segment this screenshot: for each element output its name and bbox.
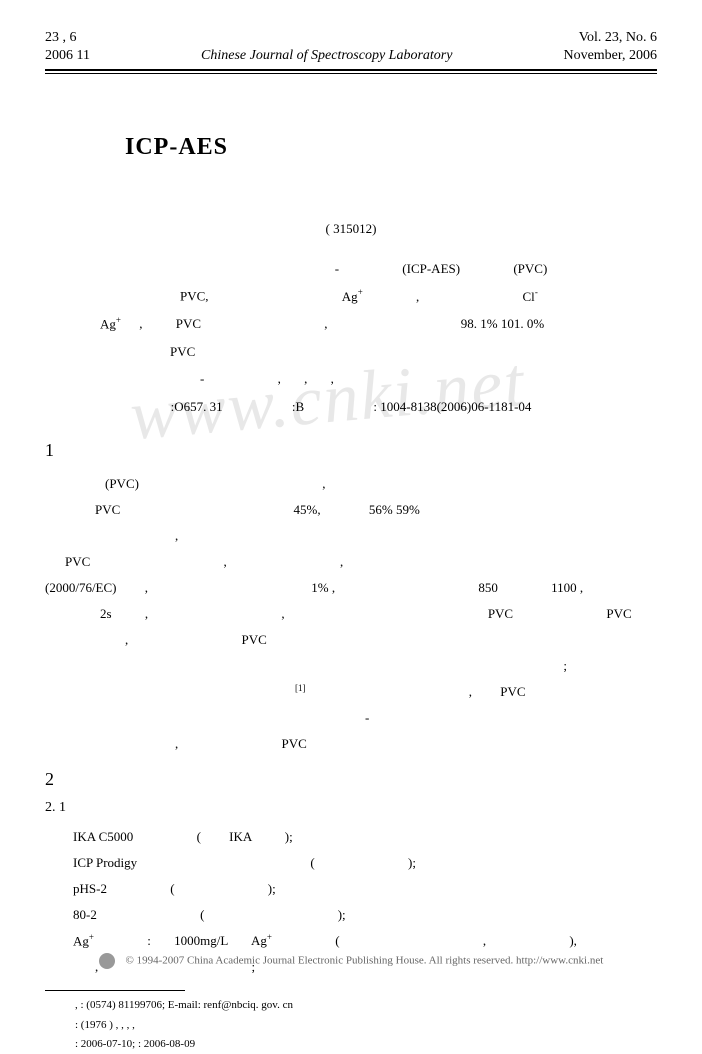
s2-i4-b: (: [200, 907, 204, 922]
s2-i3-b: (: [170, 881, 174, 896]
section-1: 1: [45, 440, 657, 461]
abs-l1-c: (PVC): [513, 261, 547, 276]
section-2: 2: [45, 769, 657, 790]
footnote-1: , : (0574) 81199706; E-mail: renf@nbciq.…: [45, 997, 657, 1015]
s2-i1-a: IKA C5000: [73, 829, 133, 844]
abs-l3-a: Ag: [100, 316, 116, 331]
s2-i5-a: Ag: [73, 933, 89, 948]
article-title: ICP-AES: [125, 134, 657, 161]
fn1-text: , : (0574) 81199706; E-mail: renf@nbciq.…: [75, 999, 293, 1011]
date-right: November, 2006: [563, 48, 657, 64]
s1-p3: ,: [175, 528, 178, 543]
s1-p6-d: PVC: [488, 606, 513, 621]
s2-items: IKA C5000 ( IKA ); ICP Prodigy ( ); pHS-…: [45, 824, 657, 980]
s1-para: (PVC) , PVC 45%, 56% 59% , PVC , , (2000…: [45, 471, 657, 757]
class-code1: :O657. 31: [171, 399, 223, 414]
s1-p5-c: 1% ,: [311, 580, 335, 595]
abs-l2-a: PVC,: [180, 289, 209, 304]
s1-p2-b: 45%,: [294, 502, 321, 517]
s1-p6-a: 2s: [100, 606, 112, 621]
abs-l3-e: 98. 1% 101. 0%: [461, 316, 544, 331]
s1-p6-e: PVC: [606, 606, 631, 621]
s1-p9-a: [1]: [295, 683, 306, 693]
s1-p6-b: ,: [145, 606, 148, 621]
journal-name: Chinese Journal of Spectroscopy Laborato…: [201, 48, 452, 64]
abs-l3-d: ,: [324, 316, 327, 331]
s2-i5-e: (: [335, 933, 339, 948]
author-affiliation: ( 315012): [45, 221, 657, 237]
s1-p1-a: (PVC): [105, 476, 139, 491]
footnote-2: : (1976 ) , , , ,: [45, 1017, 657, 1035]
s1-p7-b: PVC: [242, 632, 267, 647]
subsection-2-1: 2. 1: [45, 800, 657, 816]
s1-p4-a: PVC: [65, 554, 90, 569]
abs-ag-plus: +: [358, 287, 363, 297]
s2-i2-a: ICP Prodigy: [73, 855, 137, 870]
class-code2: :B: [292, 399, 304, 414]
abs-l5-c: ,: [304, 371, 307, 386]
s1-p5-e: 1100 ,: [551, 580, 583, 595]
abs-l5-b: ,: [278, 371, 281, 386]
s2-i3-a: pHS-2: [73, 881, 107, 896]
footnote-rule: [45, 990, 185, 991]
s1-p5-d: 850: [478, 580, 498, 595]
s1-p10: -: [365, 710, 369, 725]
fn2-text: : (1976 ) , , , ,: [75, 1019, 135, 1031]
s1-p5-a: (2000/76/EC): [45, 580, 117, 595]
header-rule: [45, 69, 657, 74]
s2-i5-g: ),: [569, 933, 577, 948]
s2-i3-c: );: [268, 881, 276, 896]
s2-i6-a: ,: [95, 959, 98, 974]
s1-p11-b: PVC: [282, 736, 307, 751]
s1-p6-c: ,: [281, 606, 284, 621]
s2-i6-b: ;: [252, 959, 256, 974]
classification-line: :O657. 31 :B : 1004-8138(2006)06-1181-04: [45, 399, 657, 415]
abs-l1-a: -: [335, 261, 339, 276]
s2-i5-d: Ag: [251, 933, 267, 948]
s2-i5-f: ,: [483, 933, 486, 948]
s2-i4-a: 80-2: [73, 907, 97, 922]
vol-right: Vol. 23, No. 6: [579, 30, 657, 46]
abs-l3-c: PVC: [176, 316, 201, 331]
abs-cl-minus: -: [535, 287, 538, 297]
abs-l2-d: Cl: [523, 289, 535, 304]
abs-l1-b: (ICP-AES): [402, 261, 460, 276]
s2-i1-d: );: [285, 829, 293, 844]
abs-l2-b: Ag: [342, 289, 358, 304]
s2-i1-c: IKA: [229, 829, 251, 844]
s2-ag-plus2: +: [267, 932, 272, 942]
footnote-3: : 2006-07-10; : 2006-08-09: [45, 1036, 657, 1054]
s1-p11-a: ,: [175, 736, 178, 751]
vol-left: 23 , 6: [45, 30, 77, 46]
class-code3: : 1004-8138(2006)06-1181-04: [373, 399, 531, 414]
s1-p2-a: PVC: [95, 502, 120, 517]
abs-l5-d: ,: [331, 371, 334, 386]
abs-l3-b: ,: [139, 316, 142, 331]
s2-i4-c: );: [338, 907, 346, 922]
s1-p5-b: ,: [145, 580, 148, 595]
s2-i2-c: );: [408, 855, 416, 870]
s1-p9-b: ,: [469, 684, 472, 699]
abs-l4: PVC: [170, 344, 195, 359]
abstract-block: - (ICP-AES) (PVC) PVC, Ag+ , Cl- Ag+ , P…: [45, 257, 657, 391]
s1-p1-b: ,: [322, 476, 325, 491]
s2-i5-c: 1000mg/L: [174, 933, 228, 948]
s2-i5-b: :: [147, 933, 151, 948]
header-row-2: 2006 11 Chinese Journal of Spectroscopy …: [45, 48, 657, 64]
fn3-text: : 2006-07-10; : 2006-08-09: [75, 1038, 195, 1050]
abs-ag-plus2: +: [116, 315, 121, 325]
header-row-1: 23 , 6 Vol. 23, No. 6: [45, 30, 657, 46]
year-left: 2006 11: [45, 48, 90, 64]
s1-p7-a: ,: [125, 632, 128, 647]
abs-l5-a: -: [200, 371, 204, 386]
s2-i1-b: (: [197, 829, 201, 844]
s2-ag-plus: +: [89, 932, 94, 942]
s1-p2-c: 56% 59%: [369, 502, 420, 517]
abs-l2-c: ,: [416, 289, 419, 304]
s1-p4-c: ,: [340, 554, 343, 569]
s1-p4-b: ,: [224, 554, 227, 569]
s1-p9-c: PVC: [500, 684, 525, 699]
s1-p8: ;: [563, 658, 567, 673]
s2-i2-b: (: [310, 855, 314, 870]
